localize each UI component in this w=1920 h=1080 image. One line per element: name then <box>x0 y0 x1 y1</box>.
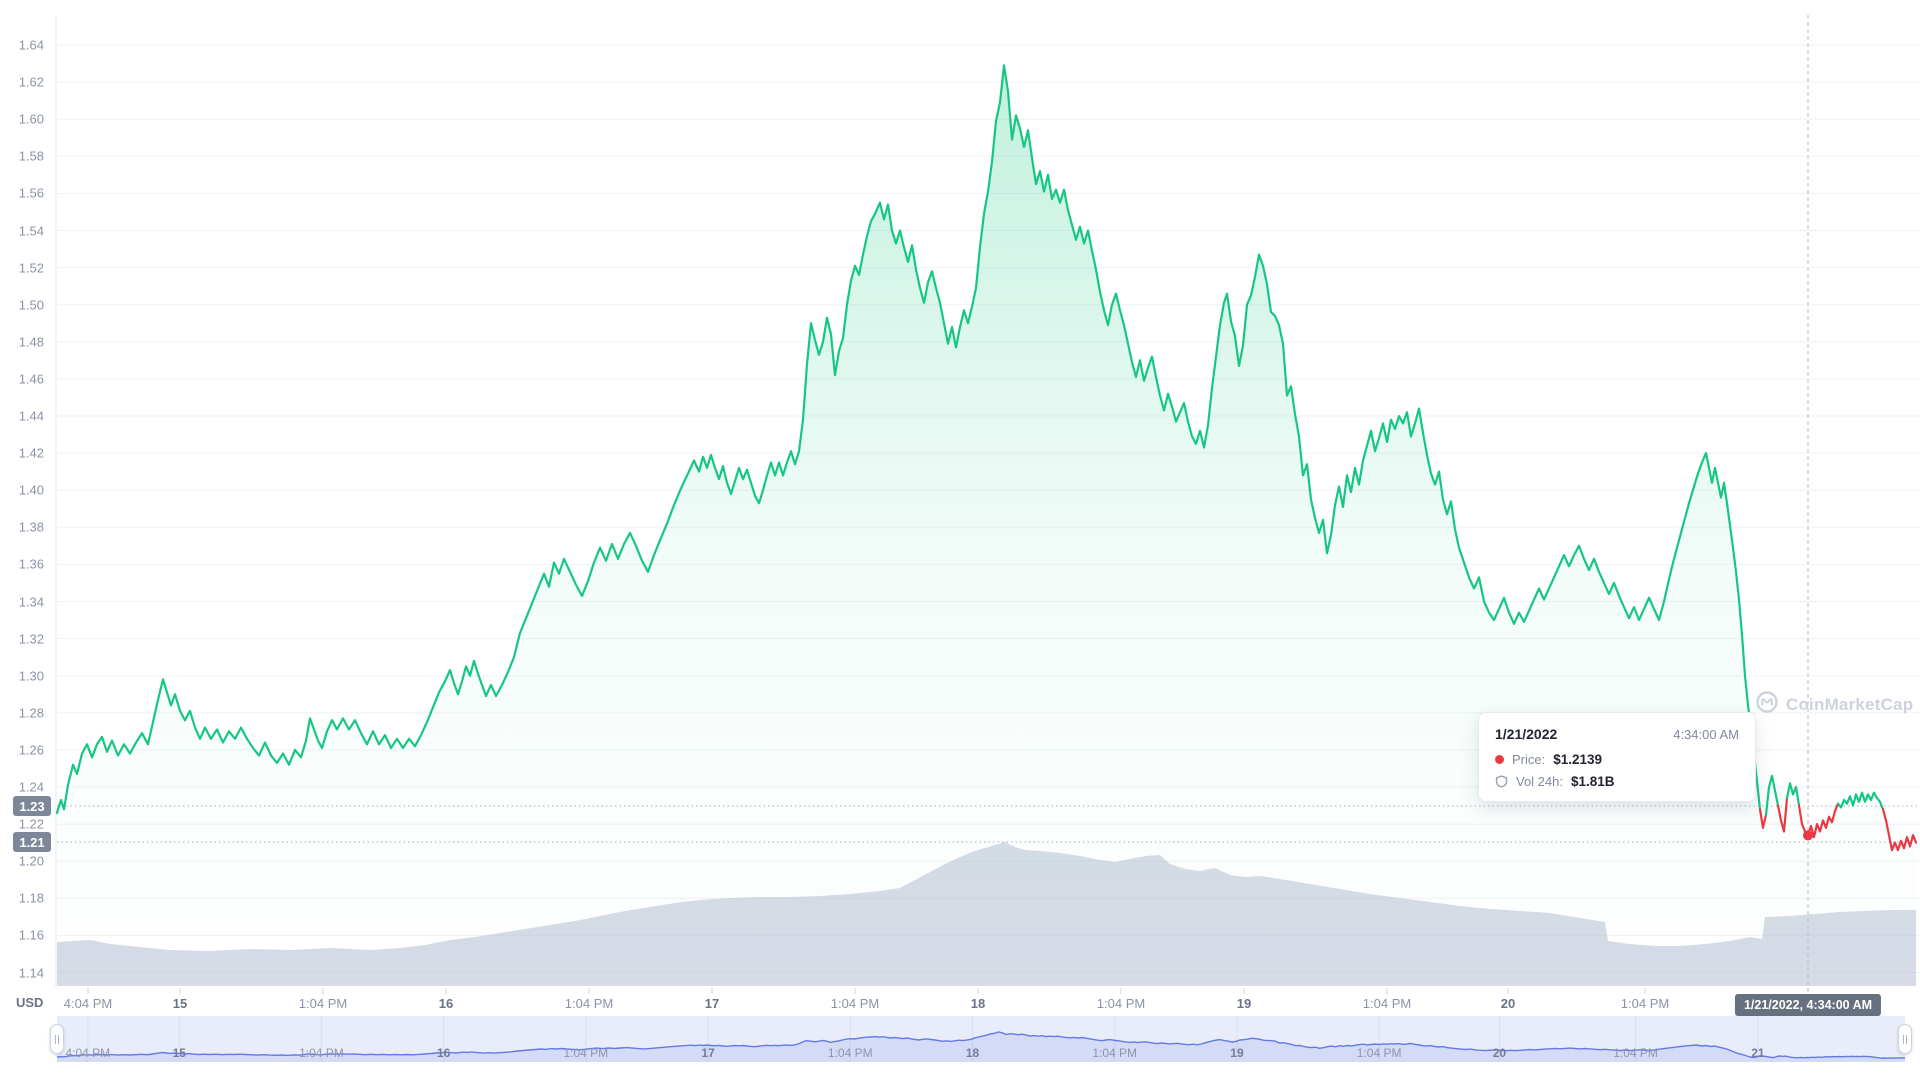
x-axis-label: 17 <box>704 996 720 1011</box>
y-axis-label: 1.44 <box>18 408 44 424</box>
navigator-axis-label: 1:04 PM <box>1356 1046 1402 1060</box>
x-axis-label: 19 <box>1236 996 1252 1011</box>
hover-point-dot <box>1803 830 1813 841</box>
navigator-axis-label: 1:04 PM <box>1092 1046 1138 1060</box>
navigator-right-handle[interactable] <box>1898 1024 1912 1054</box>
volume-shield-icon <box>1495 775 1508 788</box>
y-axis-label: 1.40 <box>18 482 44 498</box>
navigator-axis-label: 21 <box>1751 1046 1765 1060</box>
y-axis-label: 1.32 <box>18 631 44 647</box>
price-line <box>1776 796 1789 833</box>
y-axis-label: 1.24 <box>18 779 44 795</box>
x-axis-label: 18 <box>970 996 986 1011</box>
price-line <box>1836 791 1885 811</box>
price-line <box>1881 808 1918 852</box>
reference-price-badge-upper: 1.23 <box>13 796 51 816</box>
x-axis-label: 15 <box>172 996 188 1011</box>
navigator-axis-label: 1:04 PM <box>563 1046 609 1060</box>
navigator-axis-label: 16 <box>437 1046 451 1060</box>
x-axis-label: 1:04 PM <box>298 996 348 1011</box>
y-axis-label: 1.26 <box>18 742 44 758</box>
y-axis-label: 1.60 <box>18 111 44 127</box>
price-area-fill <box>57 65 1916 986</box>
currency-label: USD <box>16 995 44 1010</box>
y-axis-label: 1.46 <box>18 371 44 387</box>
price-line <box>1764 774 1780 816</box>
navigator-axis-label: 4:04 PM <box>65 1046 111 1060</box>
y-axis-label: 1.50 <box>18 297 44 313</box>
navigator-axis-label: 1:04 PM <box>299 1046 344 1060</box>
x-axis-label: 1:04 PM <box>1620 996 1670 1011</box>
y-axis-label: 1.42 <box>18 445 44 461</box>
y-axis-label: 1.28 <box>18 705 44 721</box>
x-axis-label: 4:04 PM <box>63 996 113 1011</box>
tooltip-price-label: Price: <box>1512 752 1546 767</box>
y-axis-label: 1.56 <box>18 185 44 201</box>
tooltip-vol-value: $1.81B <box>1571 774 1615 789</box>
y-axis-label: 1.30 <box>18 668 44 684</box>
tooltip-date: 1/21/2022 <box>1495 726 1558 742</box>
navigator-axis-label: 18 <box>965 1046 980 1060</box>
x-axis-label: 1:04 PM <box>1096 996 1146 1011</box>
crosshair-date-badge: 1/21/2022, 4:34:00 AM <box>1734 994 1882 1016</box>
navigator-line <box>56 1031 1906 1059</box>
tooltip-price-value: $1.2139 <box>1553 752 1603 767</box>
x-axis-label: 1:04 PM <box>1362 996 1412 1011</box>
y-axis-label: 1.16 <box>18 927 44 943</box>
y-axis-label: 1.18 <box>18 890 44 906</box>
y-axis-label: 1.58 <box>18 148 44 164</box>
watermark-text: CoinMarketCap <box>1786 694 1914 714</box>
x-axis-label: 16 <box>438 996 454 1011</box>
tooltip-time: 4:34:00 AM <box>1673 727 1739 742</box>
price-line <box>55 64 1762 815</box>
coinmarketcap-watermark: CoinMarketCap <box>1755 690 1913 719</box>
navigator-axis-label: 19 <box>1230 1046 1244 1060</box>
y-axis-label: 1.62 <box>18 74 44 90</box>
reference-price-badge-lower: 1.21 <box>13 832 51 852</box>
coinmarketcap-logo-icon <box>1755 690 1779 719</box>
tooltip-vol-label: Vol 24h: <box>1516 774 1563 789</box>
y-axis-label: 1.38 <box>18 519 44 535</box>
x-axis-label: 20 <box>1500 996 1516 1011</box>
navigator-axis-label: 20 <box>1492 1046 1507 1060</box>
navigator-axis-label: 1:04 PM <box>1613 1046 1658 1060</box>
price-dot-icon <box>1495 755 1504 764</box>
y-axis-label: 1.14 <box>18 965 44 980</box>
price-line <box>1785 782 1801 807</box>
y-axis-label: 1.64 <box>18 37 44 53</box>
hover-tooltip: 1/21/2022 4:34:00 AM Price: $1.2139 Vol … <box>1478 712 1756 802</box>
navigator-left-handle[interactable] <box>50 1024 64 1054</box>
navigator-area-fill <box>57 1032 1905 1062</box>
y-axis-label: 1.48 <box>18 334 44 350</box>
y-axis-label: 1.34 <box>18 594 44 609</box>
navigator-axis-label: 15 <box>172 1046 186 1060</box>
navigator-axis-label: 17 <box>701 1046 715 1060</box>
x-axis-label: 1:04 PM <box>830 996 880 1011</box>
navigator-axis-label: 1:04 PM <box>827 1046 873 1060</box>
y-axis-label: 1.20 <box>18 853 44 869</box>
y-axis-label: 1.36 <box>18 556 44 572</box>
y-axis-label: 1.54 <box>18 223 44 238</box>
price-line <box>1758 808 1768 829</box>
y-axis-label: 1.52 <box>18 260 44 276</box>
x-axis-label: 1:04 PM <box>564 996 614 1011</box>
y-axis-label: 1.22 <box>18 816 44 832</box>
